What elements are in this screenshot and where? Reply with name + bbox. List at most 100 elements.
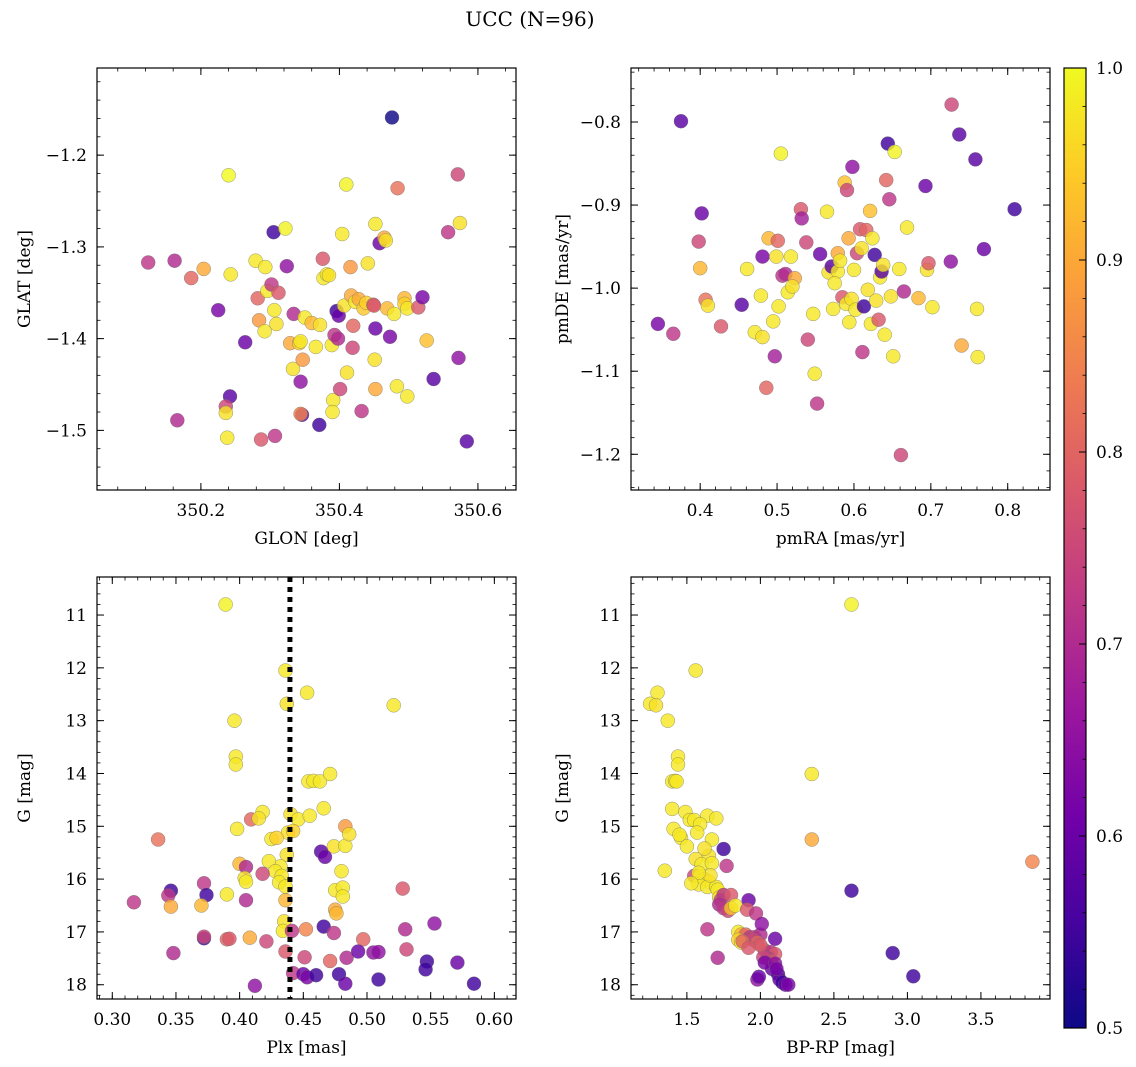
scatter-point — [196, 929, 212, 944]
scatter-point — [426, 371, 441, 387]
panels: 350.2 350.4 350.6 −1.2 −1.3 −1.4 −1.5 GLON [deg… — [15, 67, 1051, 1058]
scatter-point — [279, 258, 295, 274]
scatter-point — [355, 932, 371, 947]
x-tick-label: 0.7 — [917, 501, 944, 521]
scatter-point — [783, 249, 799, 264]
scatter-point — [229, 821, 245, 837]
scatter-point — [269, 830, 284, 846]
scatter-point — [386, 306, 402, 322]
colorbar: 0.5 0.6 0.7 0.8 0.9 1.0 — [1063, 59, 1123, 1039]
scatter-point — [312, 774, 328, 789]
colorbar-tick-label: 0.5 — [1096, 1019, 1123, 1039]
scatter-point — [223, 267, 238, 282]
y-tick-label: −1.5 — [46, 421, 87, 441]
scatter-point — [332, 381, 348, 397]
scatter-point — [218, 597, 233, 612]
scatter-point — [140, 255, 156, 270]
scatter-point — [759, 380, 774, 396]
scatter-point — [321, 268, 337, 283]
scatter-point — [386, 698, 401, 713]
axes-frame — [630, 67, 1051, 491]
scatter-point — [371, 944, 386, 960]
scatter-point — [700, 298, 716, 313]
scatter-point — [844, 597, 859, 612]
scatter-point — [389, 379, 405, 394]
scatter-point — [345, 318, 361, 334]
scatter-point — [259, 934, 274, 949]
scatter-point — [322, 953, 338, 969]
scatter-point — [339, 365, 355, 380]
y-axis-label: G [mag] — [15, 753, 35, 822]
scatter-point — [325, 404, 340, 420]
scatter-point — [704, 856, 720, 871]
scatter-point — [228, 757, 244, 772]
y-tick-label: 11 — [599, 606, 621, 626]
scatter-point — [315, 251, 331, 267]
y-tick-label: 16 — [65, 870, 87, 890]
scatter-point — [194, 898, 209, 913]
y-axis-label: G [mag] — [553, 753, 573, 822]
y-tick-label: 16 — [599, 870, 621, 890]
scatter-point — [771, 299, 786, 314]
scatter-point — [734, 297, 749, 313]
scatter-point — [832, 253, 848, 268]
panel-2: 0.4 0.5 0.6 0.7 0.8 −0.8 −0.9 −1.0 −1.1 −1.2 pmRA … — [553, 67, 1051, 549]
x-tick-label: 0.40 — [221, 1010, 259, 1030]
scatter-point — [415, 290, 430, 305]
scatter-point — [804, 766, 820, 782]
scatter-point — [450, 955, 465, 970]
scatter-point — [911, 290, 926, 306]
scatter-point — [885, 349, 901, 364]
scatter-point — [875, 257, 891, 273]
scatter-point — [163, 899, 179, 914]
x-tick-label: 350.4 — [315, 501, 364, 521]
scatter-point — [943, 254, 959, 269]
scatter-point — [334, 863, 349, 879]
scatter-point — [167, 253, 182, 268]
y-tick-label: 17 — [599, 923, 621, 943]
scatter-point — [418, 962, 433, 977]
scatter-point — [825, 301, 841, 317]
scatter-point — [807, 366, 822, 381]
scatter-point — [221, 168, 236, 183]
figure-title: UCC (N=96) — [465, 7, 594, 31]
x-tick-label: 3.5 — [967, 1010, 994, 1030]
scatter-point — [397, 922, 413, 937]
scatter-point — [868, 293, 884, 308]
scatter-point — [660, 713, 676, 728]
scatter-point — [755, 329, 770, 345]
scatter-point — [295, 352, 310, 367]
scatter-point — [716, 841, 731, 857]
scatter-point — [709, 811, 724, 826]
scatter-point — [440, 224, 456, 240]
scatter-point — [753, 288, 769, 303]
scatter-point — [395, 881, 410, 896]
y-tick-label: 12 — [599, 659, 621, 679]
scatter-point — [297, 950, 312, 965]
scatter-point — [954, 338, 969, 353]
scatter-point — [809, 396, 825, 411]
scatter-point — [883, 289, 899, 304]
panel-3: 0.30 0.35 0.40 0.45 0.50 0.55 0.60 11 12 13 14 15 16… — [15, 576, 517, 1058]
scatter-point — [669, 774, 684, 789]
scatter-point — [804, 832, 820, 847]
scatter-point — [827, 275, 842, 291]
scatter-point — [368, 321, 383, 336]
scatter-point — [367, 352, 382, 367]
scatter-point — [773, 146, 789, 161]
scatter-point — [952, 127, 967, 142]
x-axis-label: pmRA [mas/yr] — [776, 529, 905, 549]
scatter-point — [839, 182, 855, 198]
scatter-point — [899, 220, 915, 235]
y-tick-label: −1.3 — [46, 238, 87, 258]
y-tick-label: 14 — [599, 764, 621, 784]
scatter-point — [684, 876, 699, 891]
scatter-point — [769, 961, 784, 977]
scatter-point — [871, 312, 886, 327]
scatter-point — [781, 977, 796, 992]
scatter-point — [664, 801, 680, 817]
scatter-point — [976, 241, 992, 257]
scatter-point — [882, 192, 897, 207]
scatter-point — [855, 344, 870, 360]
